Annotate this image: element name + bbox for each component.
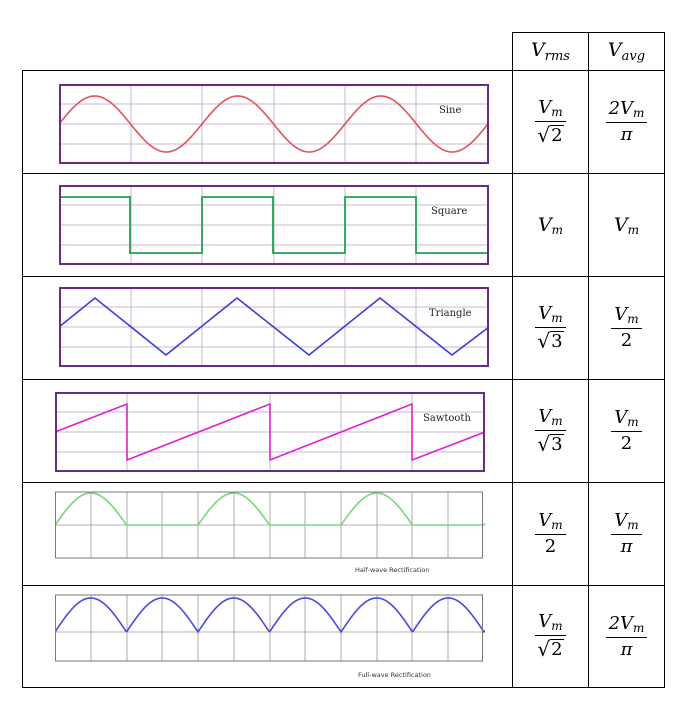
plot-frame	[55, 392, 485, 472]
half-wave-vrms: Vm 2	[513, 483, 588, 585]
sawtooth-trace	[55, 402, 485, 462]
sawtooth-vrms: Vm √ 3	[513, 380, 588, 482]
waveform-label: Square	[431, 206, 467, 217]
sawtooth-wave-plot: Sawtooth	[55, 392, 485, 472]
triangle-vrms: Vm √ 3	[513, 277, 588, 379]
plot-frame	[59, 287, 489, 367]
square-wave-plot: Square	[59, 185, 489, 265]
header-vrms: Vrms	[531, 38, 570, 64]
triangle-trace	[59, 296, 489, 357]
full-wave-vrms: Vm √ 2	[513, 586, 588, 687]
waveform-label: Full-wave Rectification	[358, 671, 431, 679]
waveform-label: Half-wave Rectification	[355, 566, 429, 574]
sawtooth-vavg: Vm 2	[589, 380, 664, 482]
full-wave-plot: Full-wave Rectification	[55, 594, 485, 679]
half-wave-plot: Half-wave Rectification	[55, 491, 485, 574]
triangle-wave-plot: Triangle	[59, 287, 489, 367]
waveform-label: Sawtooth	[423, 413, 471, 424]
square-vavg: Vm	[613, 213, 640, 237]
full-wave-trace	[55, 597, 485, 634]
sine-vrms: Vm √ 2	[513, 71, 588, 173]
waveform-label: Sine	[439, 105, 461, 116]
plot-grid	[55, 595, 485, 661]
sine-vavg: 2Vm π	[589, 71, 664, 173]
half-wave-vavg: Vm π	[589, 483, 664, 585]
square-vrms: Vm	[537, 213, 564, 237]
plot-frame	[55, 491, 483, 559]
header-vavg: Vavg	[607, 38, 646, 64]
waveform-label: Triangle	[429, 308, 472, 319]
half-wave-trace	[55, 492, 485, 526]
plot-frame	[59, 84, 489, 164]
plot-frame	[59, 185, 489, 265]
sine-wave-plot: Sine	[59, 84, 489, 164]
full-wave-vavg: 2Vm π	[589, 586, 664, 687]
triangle-vavg: Vm 2	[589, 277, 664, 379]
sine-trace	[59, 95, 489, 153]
square-trace	[59, 196, 489, 254]
plot-frame	[55, 594, 483, 662]
